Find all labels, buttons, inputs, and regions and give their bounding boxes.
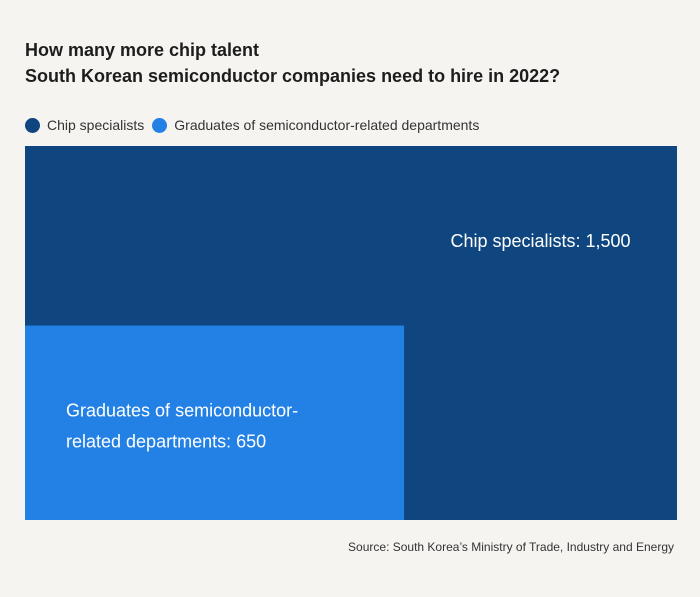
- tile-graduates: [25, 325, 405, 520]
- treemap-chart: Chip specialists: 1,500 Graduates of semi…: [25, 146, 677, 520]
- legend-swatch-graduates: [152, 117, 168, 133]
- title-line-1: How many more chip talent: [25, 40, 260, 60]
- legend: Chip specialists Graduates of semiconduc…: [25, 114, 487, 136]
- legend-item-chip-specialists: Chip specialists: [25, 117, 144, 133]
- source-note: Source: South Korea’s Ministry of Trade,…: [348, 540, 674, 554]
- title-line-2: South Korean semiconductor companies nee…: [25, 66, 561, 86]
- legend-swatch-chip-specialists: [25, 117, 40, 133]
- legend-label-graduates: Graduates of semiconductor-related depar…: [174, 117, 480, 133]
- chart-title: How many more chip talent South Korean s…: [25, 37, 685, 89]
- legend-item-graduates: Graduates of semiconductor-related depar…: [152, 117, 479, 133]
- legend-label-chip-specialists: Chip specialists: [47, 117, 145, 133]
- tile-label-graduates-line-2: related departments: 650: [66, 432, 266, 452]
- tile-label-chip-specialists: Chip specialists: 1,500: [450, 231, 630, 251]
- tile-label-graduates-line-1: Graduates of semiconductor-: [66, 401, 298, 421]
